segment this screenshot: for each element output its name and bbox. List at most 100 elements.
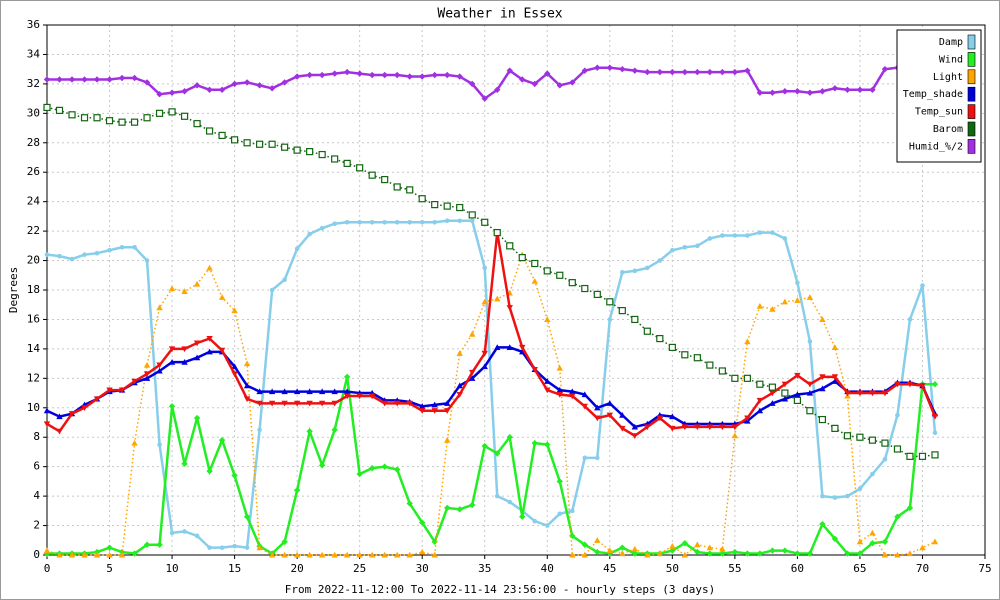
y-tick-label: 22	[27, 224, 40, 237]
point	[381, 400, 388, 407]
point	[757, 230, 763, 235]
point	[756, 550, 764, 557]
x-tick-label: 25	[353, 562, 366, 575]
legend-label: Barom	[933, 124, 963, 135]
point	[331, 70, 338, 77]
point	[93, 551, 101, 558]
point	[193, 340, 201, 347]
point	[432, 219, 438, 225]
point	[857, 486, 863, 492]
point	[206, 336, 213, 342]
point	[881, 551, 889, 558]
x-tick-label: 20	[291, 562, 304, 575]
point	[132, 245, 137, 250]
point	[518, 254, 526, 262]
point	[332, 221, 337, 227]
point	[418, 195, 426, 203]
point	[368, 71, 376, 79]
point	[731, 548, 739, 556]
point	[193, 82, 201, 89]
point	[106, 544, 113, 551]
point	[456, 382, 463, 389]
point	[294, 246, 300, 252]
point	[107, 247, 112, 253]
point	[218, 294, 226, 300]
point	[769, 305, 776, 312]
point	[581, 541, 588, 548]
y-tick-label: 12	[27, 371, 40, 384]
point	[631, 433, 639, 439]
point	[844, 86, 851, 93]
point	[869, 529, 876, 536]
point	[819, 316, 826, 323]
point	[831, 374, 839, 381]
point	[743, 374, 751, 382]
point	[419, 548, 426, 555]
legend-swatch	[967, 69, 976, 85]
point	[431, 538, 438, 545]
point	[81, 551, 88, 558]
point	[593, 290, 601, 299]
point	[756, 302, 764, 309]
point	[557, 511, 563, 517]
point	[707, 236, 713, 241]
point	[281, 388, 288, 395]
point	[881, 390, 889, 397]
point	[618, 307, 626, 315]
point	[444, 408, 451, 414]
point	[269, 287, 275, 293]
point	[168, 403, 176, 410]
point	[268, 85, 276, 92]
point	[118, 74, 126, 82]
point	[494, 344, 501, 350]
point	[644, 68, 651, 76]
legend-swatch	[967, 86, 976, 102]
point	[631, 545, 639, 552]
point	[331, 400, 338, 407]
point	[156, 541, 163, 548]
point	[519, 344, 526, 351]
point	[368, 464, 376, 472]
point	[406, 500, 413, 507]
x-tick-label: 10	[165, 562, 178, 575]
point	[820, 493, 825, 499]
point	[257, 427, 262, 433]
y-tick-label: 4	[33, 489, 40, 502]
point	[731, 374, 739, 382]
x-tick-label: 15	[228, 562, 241, 575]
point	[218, 131, 226, 140]
point	[906, 550, 914, 557]
point	[181, 346, 188, 353]
x-tick-label: 60	[791, 562, 804, 575]
point	[293, 551, 301, 558]
point	[443, 202, 451, 210]
point	[844, 550, 851, 557]
point	[243, 382, 251, 389]
point	[381, 551, 388, 558]
point	[243, 360, 251, 367]
point	[143, 371, 151, 378]
point	[68, 76, 76, 83]
point	[631, 315, 639, 324]
point	[643, 327, 651, 335]
chart-title: Weather in Essex	[437, 7, 562, 22]
point	[718, 367, 726, 375]
point	[594, 415, 601, 422]
point	[619, 544, 626, 551]
point	[631, 67, 639, 74]
point	[632, 268, 638, 274]
point	[231, 472, 238, 479]
point	[143, 541, 151, 548]
point	[919, 383, 926, 389]
point	[193, 280, 201, 287]
point	[56, 76, 63, 83]
point	[807, 339, 813, 344]
point	[469, 330, 476, 337]
legend-label: Humid_%/2	[909, 141, 963, 152]
point	[920, 283, 925, 288]
point	[406, 73, 413, 80]
point	[819, 520, 826, 528]
point	[907, 317, 913, 322]
point	[68, 551, 76, 558]
point	[519, 76, 526, 83]
